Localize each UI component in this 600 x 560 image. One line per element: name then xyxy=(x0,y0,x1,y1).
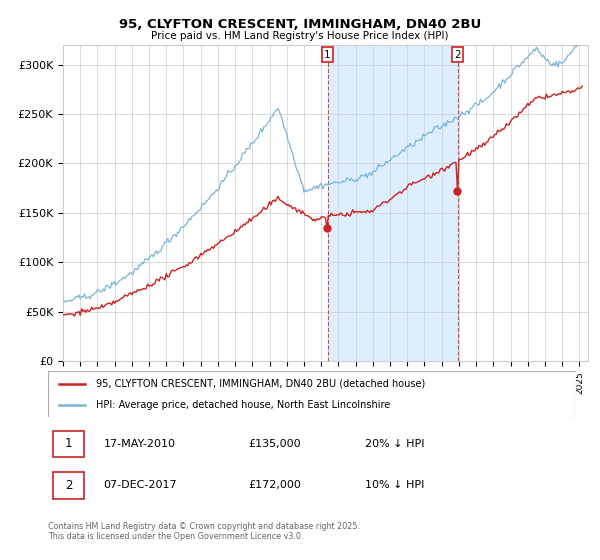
Text: Contains HM Land Registry data © Crown copyright and database right 2025.
This d: Contains HM Land Registry data © Crown c… xyxy=(48,522,360,542)
Text: 1: 1 xyxy=(65,437,73,450)
Text: 17-MAY-2010: 17-MAY-2010 xyxy=(103,439,175,449)
Bar xyxy=(53,431,84,457)
Text: 07-DEC-2017: 07-DEC-2017 xyxy=(103,480,177,490)
Text: £135,000: £135,000 xyxy=(248,439,301,449)
Bar xyxy=(328,45,458,361)
Text: 10% ↓ HPI: 10% ↓ HPI xyxy=(365,480,424,490)
Text: HPI: Average price, detached house, North East Lincolnshire: HPI: Average price, detached house, Nort… xyxy=(95,400,390,410)
Text: Price paid vs. HM Land Registry's House Price Index (HPI): Price paid vs. HM Land Registry's House … xyxy=(151,31,449,41)
Text: £172,000: £172,000 xyxy=(248,480,302,490)
Text: 2: 2 xyxy=(65,479,73,492)
Bar xyxy=(53,472,84,498)
Text: 20% ↓ HPI: 20% ↓ HPI xyxy=(365,439,424,449)
Text: 95, CLYFTON CRESCENT, IMMINGHAM, DN40 2BU: 95, CLYFTON CRESCENT, IMMINGHAM, DN40 2B… xyxy=(119,18,481,31)
Text: 2: 2 xyxy=(454,49,461,59)
Text: 1: 1 xyxy=(324,49,331,59)
Text: 95, CLYFTON CRESCENT, IMMINGHAM, DN40 2BU (detached house): 95, CLYFTON CRESCENT, IMMINGHAM, DN40 2B… xyxy=(95,379,425,389)
